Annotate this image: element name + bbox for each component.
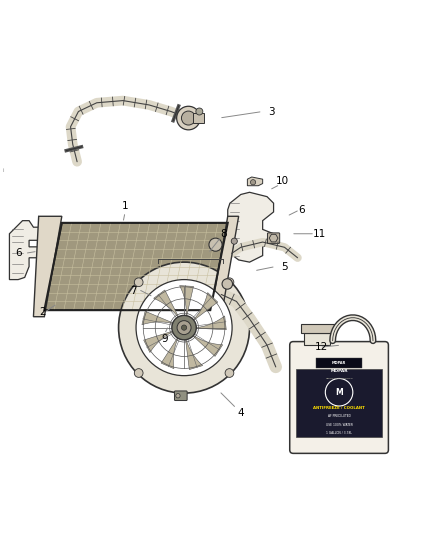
Polygon shape [180,286,194,316]
Circle shape [251,180,256,185]
Polygon shape [144,331,173,352]
Circle shape [177,321,191,335]
Circle shape [181,111,195,125]
Text: AF PREDILUTED: AF PREDILUTED [328,414,350,418]
Circle shape [172,316,196,340]
Circle shape [177,106,200,130]
Text: 10: 10 [276,176,289,187]
Polygon shape [33,216,62,317]
Text: M: M [335,387,343,397]
Text: 3: 3 [268,107,275,117]
Polygon shape [186,340,203,369]
FancyBboxPatch shape [174,391,187,400]
Text: 2: 2 [39,308,46,317]
Polygon shape [196,316,226,330]
Circle shape [119,262,250,393]
Circle shape [134,369,143,377]
Text: i: i [3,168,4,173]
Text: ANTIFREEZE / COOLANT: ANTIFREEZE / COOLANT [313,406,365,410]
Polygon shape [154,290,179,317]
Text: 12: 12 [315,342,328,352]
Polygon shape [193,335,223,357]
Text: MOPAR: MOPAR [330,369,348,373]
Text: ─────────────: ───────────── [325,377,353,381]
Text: 1: 1 [122,201,128,211]
Text: MOPAR: MOPAR [332,361,346,365]
Polygon shape [210,216,239,317]
Circle shape [134,278,143,287]
Text: USE 100% WATER: USE 100% WATER [325,423,353,427]
Circle shape [181,325,187,330]
Text: 11: 11 [313,229,326,239]
FancyBboxPatch shape [268,233,280,244]
Circle shape [231,238,237,244]
Polygon shape [142,311,173,325]
Polygon shape [247,177,263,185]
Polygon shape [194,293,218,320]
Polygon shape [44,223,228,310]
Circle shape [176,393,180,398]
Polygon shape [10,221,44,280]
Circle shape [209,238,222,251]
Polygon shape [161,338,178,369]
Text: 6: 6 [299,205,305,215]
FancyBboxPatch shape [316,358,362,368]
Polygon shape [228,192,274,262]
Circle shape [136,280,232,376]
Bar [193,113,204,123]
Circle shape [225,369,234,377]
Text: 6: 6 [15,248,21,259]
FancyBboxPatch shape [296,369,382,437]
Text: 9: 9 [161,334,168,344]
Text: 8: 8 [220,229,227,239]
Text: 5: 5 [281,262,288,271]
Circle shape [222,279,233,289]
Text: 4: 4 [237,408,244,418]
Text: 1 GALLON / 3.78L: 1 GALLON / 3.78L [326,431,352,435]
Circle shape [225,278,234,287]
Text: 7: 7 [131,286,137,295]
Circle shape [196,108,203,115]
FancyBboxPatch shape [290,342,389,454]
Polygon shape [269,235,278,242]
Bar [300,324,334,333]
Bar [304,333,330,345]
